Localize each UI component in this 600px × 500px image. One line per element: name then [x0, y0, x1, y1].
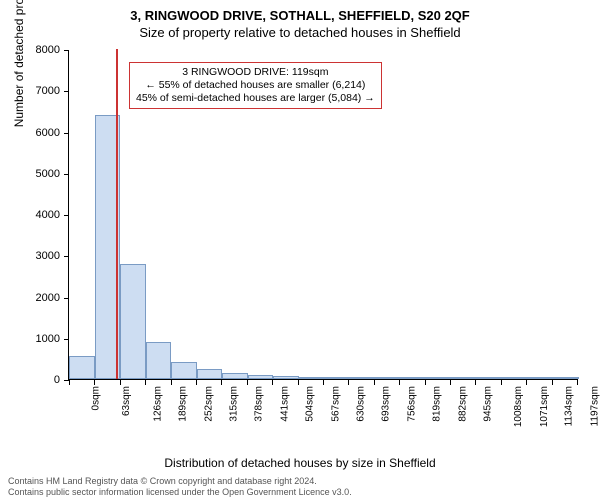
- xtick-mark: [425, 380, 426, 385]
- ytick-label: 1000: [36, 333, 60, 345]
- ytick-mark: [64, 91, 69, 92]
- xtick-label: 1071sqm: [539, 386, 550, 427]
- ytick-mark: [64, 215, 69, 216]
- xtick-mark: [120, 380, 121, 385]
- xtick-mark: [272, 380, 273, 385]
- histogram-bar: [503, 377, 529, 379]
- xtick-label: 441sqm: [279, 386, 290, 422]
- xtick-label: 1134sqm: [564, 386, 575, 426]
- xtick-label: 252sqm: [203, 386, 214, 422]
- xtick-label: 126sqm: [152, 386, 163, 422]
- xtick-mark: [221, 380, 222, 385]
- xtick-mark: [450, 380, 451, 385]
- histogram-bar: [554, 377, 580, 379]
- histogram-chart: 0sqm63sqm126sqm189sqm252sqm315sqm378sqm4…: [68, 50, 578, 380]
- histogram-bar: [171, 362, 197, 379]
- xtick-mark: [94, 380, 95, 385]
- x-axis-label: Distribution of detached houses by size …: [0, 456, 600, 470]
- histogram-bar: [452, 377, 478, 379]
- xtick-mark: [501, 380, 502, 385]
- annotation-line1: 3 RINGWOOD DRIVE: 119sqm: [136, 66, 375, 79]
- histogram-bar: [324, 377, 350, 379]
- histogram-bar: [222, 373, 248, 379]
- xtick-mark: [247, 380, 248, 385]
- ytick-mark: [64, 256, 69, 257]
- ytick-mark: [64, 50, 69, 51]
- footer-line2: Contains public sector information licen…: [8, 487, 352, 498]
- ytick-mark: [64, 133, 69, 134]
- histogram-bar: [401, 377, 427, 379]
- histogram-bar: [146, 342, 172, 379]
- xtick-label: 63sqm: [121, 386, 132, 416]
- histogram-bar: [248, 375, 274, 379]
- xtick-mark: [69, 380, 70, 385]
- ytick-label: 6000: [36, 127, 60, 139]
- histogram-bar: [273, 376, 299, 379]
- histogram-bar: [299, 377, 325, 379]
- xtick-mark: [577, 380, 578, 385]
- xtick-label: 504sqm: [305, 386, 316, 422]
- annotation-box: 3 RINGWOOD DRIVE: 119sqm← 55% of detache…: [129, 62, 382, 109]
- xtick-label: 756sqm: [406, 386, 417, 422]
- xtick-mark: [348, 380, 349, 385]
- xtick-mark: [145, 380, 146, 385]
- xtick-label: 1008sqm: [514, 386, 525, 427]
- y-axis-label: Number of detached properties: [12, 0, 26, 127]
- xtick-mark: [399, 380, 400, 385]
- xtick-label: 189sqm: [178, 386, 189, 422]
- xtick-label: 378sqm: [254, 386, 265, 422]
- xtick-mark: [323, 380, 324, 385]
- annotation-line2: ← 55% of detached houses are smaller (6,…: [136, 79, 375, 92]
- ytick-label: 3000: [36, 250, 60, 262]
- xtick-mark: [526, 380, 527, 385]
- footer-line1: Contains HM Land Registry data © Crown c…: [8, 476, 352, 487]
- annotation-line3: 45% of semi-detached houses are larger (…: [136, 92, 375, 105]
- xtick-label: 0sqm: [90, 386, 101, 410]
- histogram-bar: [375, 377, 401, 379]
- xtick-label: 882sqm: [457, 386, 468, 422]
- xtick-label: 567sqm: [330, 386, 341, 422]
- ytick-label: 8000: [36, 44, 60, 56]
- xtick-mark: [374, 380, 375, 385]
- xtick-label: 1197sqm: [589, 386, 600, 426]
- histogram-bar: [426, 377, 452, 379]
- histogram-bar: [528, 377, 554, 379]
- ytick-mark: [64, 298, 69, 299]
- page-subtitle: Size of property relative to detached ho…: [0, 25, 600, 40]
- ytick-label: 7000: [36, 85, 60, 97]
- xtick-mark: [196, 380, 197, 385]
- xtick-mark: [475, 380, 476, 385]
- ytick-label: 5000: [36, 168, 60, 180]
- histogram-bar: [477, 377, 503, 379]
- xtick-mark: [171, 380, 172, 385]
- ytick-label: 0: [54, 374, 60, 386]
- xtick-label: 630sqm: [356, 386, 367, 422]
- histogram-bar: [350, 377, 376, 379]
- reference-line: [116, 49, 118, 379]
- xtick-label: 693sqm: [381, 386, 392, 422]
- xtick-label: 315sqm: [229, 386, 240, 422]
- histogram-bar: [120, 264, 146, 380]
- ytick-mark: [64, 174, 69, 175]
- histogram-bar: [69, 356, 95, 379]
- ytick-label: 2000: [36, 292, 60, 304]
- xtick-label: 945sqm: [483, 386, 494, 422]
- xtick-label: 819sqm: [432, 386, 443, 422]
- footer-attribution: Contains HM Land Registry data © Crown c…: [8, 476, 352, 498]
- histogram-bar: [197, 369, 223, 379]
- xtick-mark: [298, 380, 299, 385]
- xtick-mark: [552, 380, 553, 385]
- page-title: 3, RINGWOOD DRIVE, SOTHALL, SHEFFIELD, S…: [0, 8, 600, 23]
- ytick-label: 4000: [36, 209, 60, 221]
- ytick-mark: [64, 339, 69, 340]
